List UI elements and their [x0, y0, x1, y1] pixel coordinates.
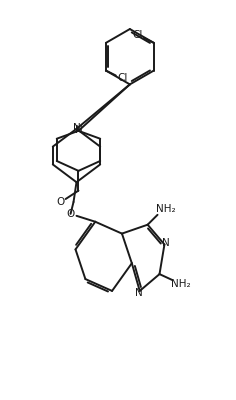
Text: Cl: Cl — [133, 30, 143, 40]
Text: NH₂: NH₂ — [156, 204, 175, 214]
Text: N: N — [73, 123, 80, 133]
Text: O: O — [57, 198, 65, 208]
Text: O: O — [67, 209, 75, 219]
Text: Cl: Cl — [118, 74, 128, 84]
Text: NH₂: NH₂ — [171, 279, 191, 289]
Text: N: N — [75, 125, 82, 135]
Text: N: N — [162, 238, 169, 248]
Text: N: N — [135, 288, 143, 298]
